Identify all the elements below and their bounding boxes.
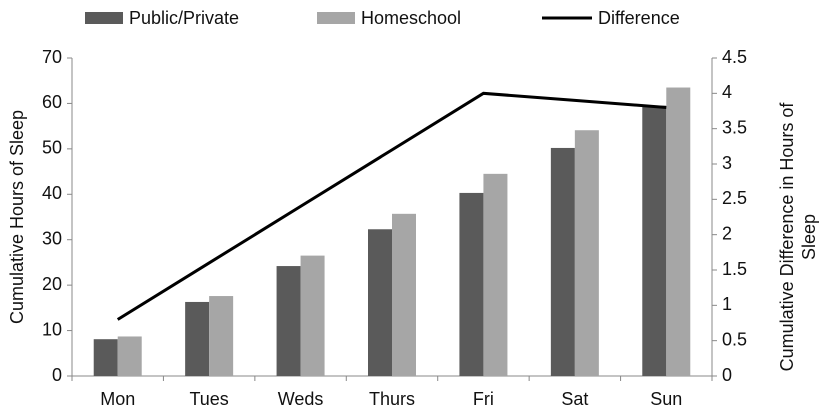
bar: [209, 296, 234, 376]
y-tick-label: 60: [42, 92, 62, 112]
y2-tick-label: 3: [722, 153, 732, 173]
y-tick-label: 20: [42, 274, 62, 294]
x-tick-label: Sun: [650, 389, 682, 409]
legend-label: Public/Private: [129, 8, 239, 28]
bar: [93, 339, 118, 376]
y-tick-label: 0: [52, 365, 62, 385]
legend-label: Difference: [598, 8, 680, 28]
y2-tick-label: 0.5: [722, 329, 747, 349]
bar: [300, 255, 325, 376]
legend-swatch: [85, 12, 123, 24]
y2-tick-label: 3.5: [722, 117, 747, 137]
bar: [550, 147, 575, 376]
bar: [392, 213, 416, 376]
x-tick-label: Tues: [189, 389, 228, 409]
x-tick-label: Mon: [100, 389, 135, 409]
y2-tick-label: 4.5: [722, 47, 747, 67]
y2-axis-label: Sleep: [799, 214, 819, 260]
y2-tick-label: 1.5: [722, 259, 747, 279]
y2-tick-label: 1: [722, 294, 732, 314]
y-tick-label: 30: [42, 228, 62, 248]
y-tick-label: 50: [42, 138, 62, 158]
y-axis-label: Cumulative Hours of Sleep: [7, 110, 27, 324]
y-tick-label: 70: [42, 47, 62, 67]
line: [116, 91, 667, 321]
bar: [459, 192, 484, 376]
x-tick-label: Weds: [278, 389, 324, 409]
bar: [276, 266, 301, 376]
y2-tick-label: 2: [722, 223, 732, 243]
legend-swatch: [317, 12, 355, 24]
x-tick-label: Sat: [561, 389, 588, 409]
bar: [483, 173, 508, 376]
bar: [666, 87, 691, 377]
x-tick-label: Thurs: [369, 389, 415, 409]
bar: [185, 301, 210, 376]
y-tick-label: 10: [42, 319, 62, 339]
legend-label: Homeschool: [361, 8, 461, 28]
y2-axis-label: Cumulative Difference in Hours of: [777, 102, 797, 372]
x-tick-label: Fri: [473, 389, 494, 409]
bar: [642, 105, 667, 376]
y2-tick-label: 0: [722, 365, 732, 385]
y2-tick-label: 4: [722, 82, 732, 102]
y-tick-label: 40: [42, 183, 62, 203]
y2-tick-label: 2.5: [722, 188, 747, 208]
bar: [574, 130, 599, 376]
bar: [368, 229, 392, 376]
bar: [117, 336, 142, 376]
